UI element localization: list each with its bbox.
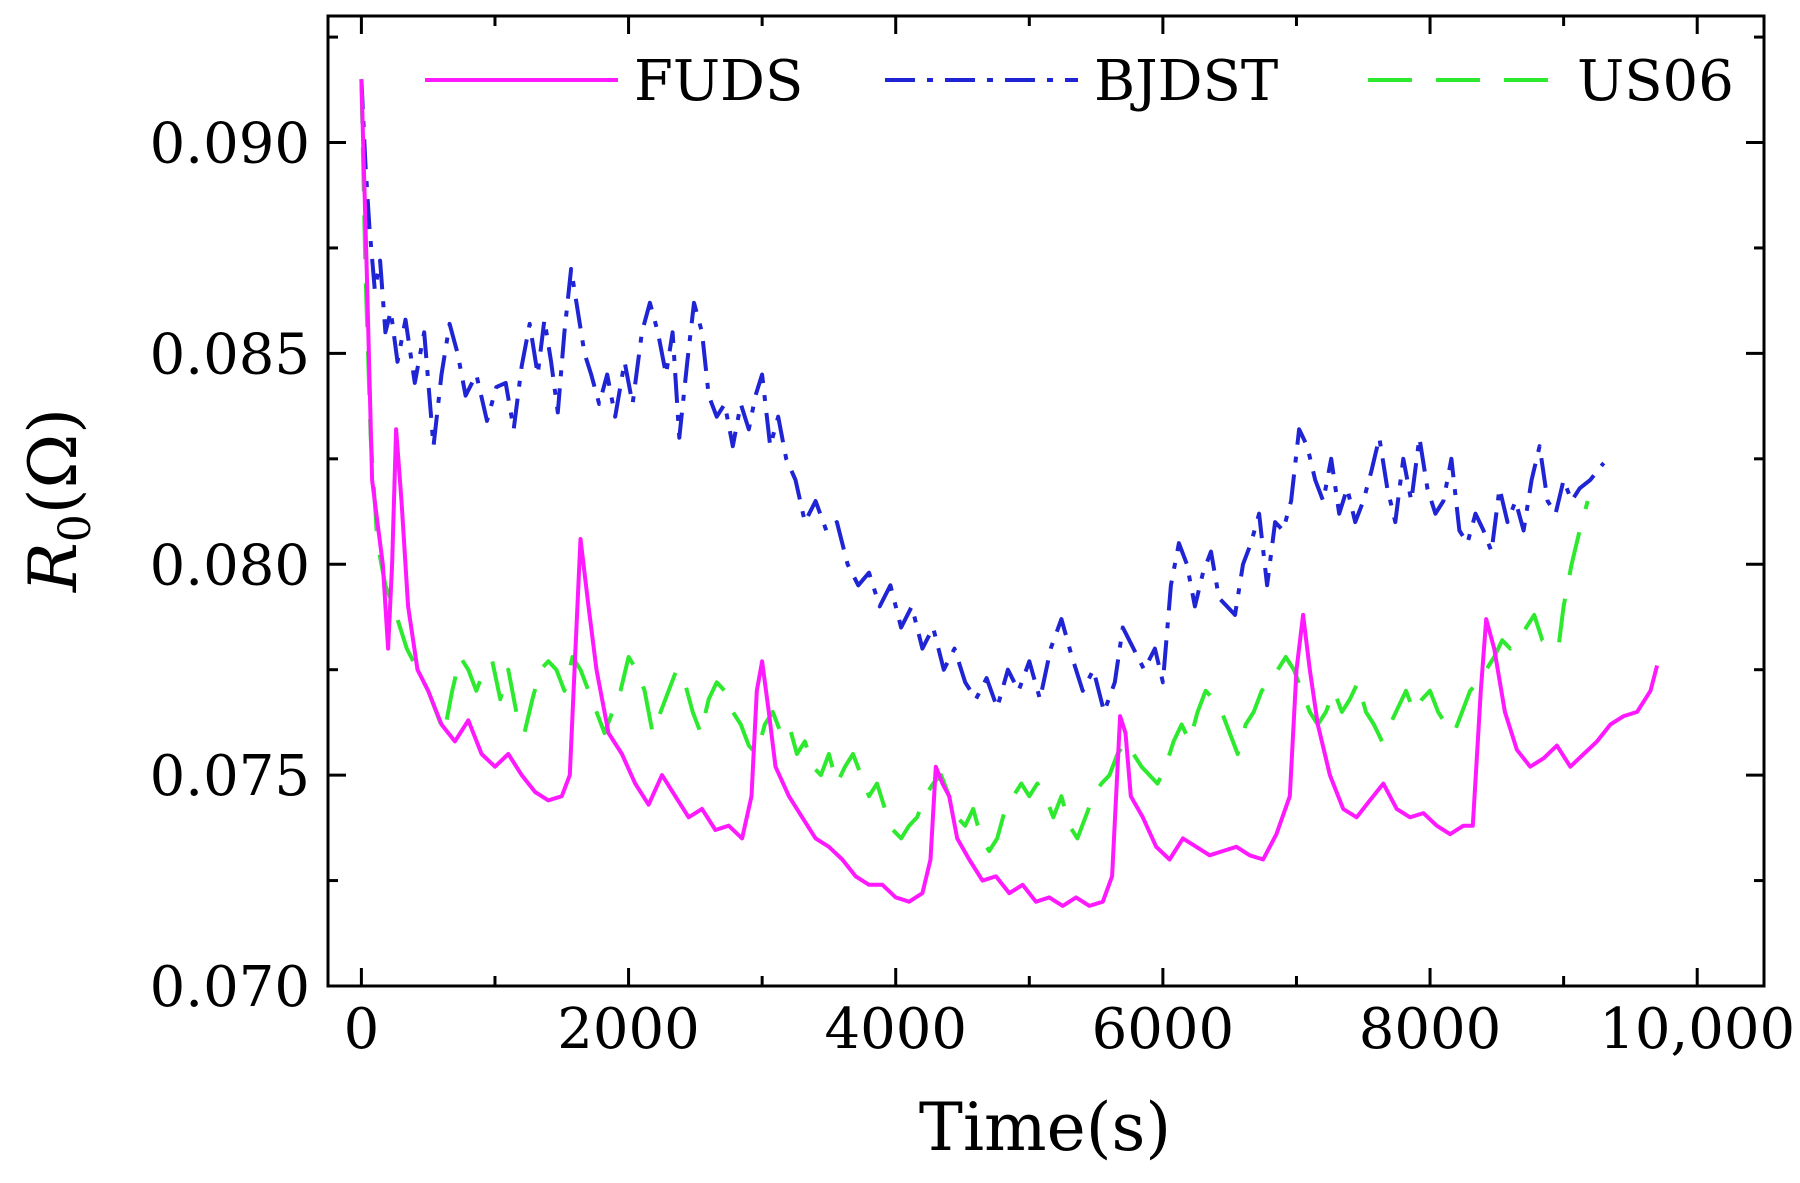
x-tick-label: 10,000 [1599, 997, 1795, 1062]
legend-label: BJDST [1094, 49, 1278, 114]
legend-label: US06 [1577, 49, 1734, 114]
series-layer [359, 79, 1660, 908]
y-tick-label: 0.070 [150, 955, 310, 1020]
x-tick-label: 4000 [824, 997, 967, 1062]
x-tick-label: 8000 [1359, 997, 1502, 1062]
tick-labels: 0 2000 4000 6000 8000 10,000 0.070 0.075 0.080 0.… [150, 112, 1796, 1062]
legend-label: FUDS [634, 49, 803, 114]
y-axis-subscript: 0 [50, 514, 101, 542]
ticks-layer [328, 16, 1764, 988]
x-tick-label: 6000 [1092, 997, 1235, 1062]
y-axis-unit: (Ω) [15, 408, 92, 514]
legend-item-us06: US06 [1368, 49, 1734, 114]
series-line-us06 [359, 79, 1590, 853]
y-tick-label: 0.085 [150, 322, 310, 387]
x-axis-title: Time(s) [919, 1089, 1171, 1166]
y-axis-symbol: R [15, 542, 92, 593]
x-tick-label: 0 [344, 997, 380, 1062]
legend: FUDS BJDST US06 [425, 49, 1734, 114]
legend-item-bjdst: BJDST [885, 49, 1278, 114]
plot-area-frame [326, 14, 1766, 988]
y-tick-label: 0.080 [150, 533, 310, 598]
legend-item-fuds: FUDS [425, 49, 803, 114]
x-tick-label: 2000 [557, 997, 700, 1062]
series-line-fuds [359, 79, 1660, 908]
y-tick-label: 0.075 [150, 744, 310, 809]
series-line-bjdst [359, 79, 1606, 714]
y-axis-title: R0(Ω) [15, 408, 101, 593]
y-tick-label: 0.090 [150, 112, 310, 177]
